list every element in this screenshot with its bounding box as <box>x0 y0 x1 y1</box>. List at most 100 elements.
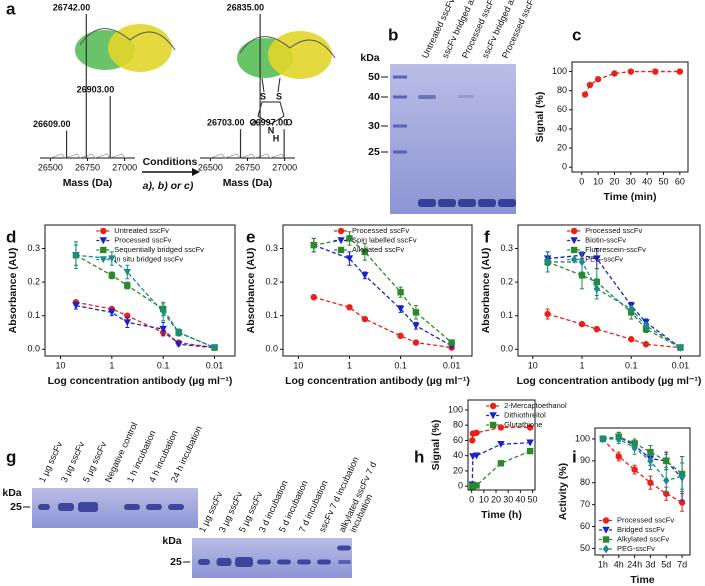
y-axis-label: Absorbance (AU) <box>480 248 492 334</box>
marker <box>602 536 610 543</box>
marker <box>361 248 369 256</box>
gel-unit: kDa <box>360 52 379 64</box>
legend-label: Dithiothreitol <box>504 410 546 419</box>
y-tick-label: 50 <box>580 543 590 553</box>
marker <box>124 282 131 289</box>
marker-label: 25 <box>170 556 182 568</box>
y-tick-label: 100 <box>448 404 463 414</box>
marker <box>602 544 610 554</box>
marker <box>599 434 607 444</box>
legend-label: PEG-sscFv <box>617 544 655 553</box>
noise <box>209 153 286 159</box>
x-tick-label: 10 <box>528 360 538 370</box>
marker-label: 40 <box>368 91 380 103</box>
series-line <box>75 304 215 349</box>
panel-label: c <box>572 25 581 44</box>
series-line <box>75 254 215 349</box>
x-axis-label: Time <box>630 574 654 586</box>
marker <box>469 437 476 444</box>
marker <box>99 237 107 245</box>
band <box>124 504 140 510</box>
band <box>168 504 184 510</box>
y-tick-label: 0.1 <box>27 310 40 320</box>
plot-frame <box>467 399 536 491</box>
x-tick-label: 4h <box>614 559 624 569</box>
series-line <box>602 436 683 479</box>
series-line <box>313 244 452 347</box>
y-tick-label: 0.0 <box>265 344 278 354</box>
marker <box>473 429 480 436</box>
x-tick-label: 20 <box>491 494 501 504</box>
marker <box>642 341 650 348</box>
y-tick-label: 60 <box>580 521 590 531</box>
atom-label: O <box>285 117 292 127</box>
x-tick-label: 0 <box>579 176 584 186</box>
series-line <box>547 261 681 349</box>
series-line <box>602 436 683 475</box>
marker <box>123 319 131 327</box>
marker <box>100 246 107 254</box>
y-axis-label: Absorbance (AU) <box>7 248 19 334</box>
marker <box>602 517 610 524</box>
x-tick-label: 1 <box>347 360 352 370</box>
marker <box>544 310 551 318</box>
x-tick-label: 26750 <box>235 162 260 172</box>
gel-unit: kDa <box>2 487 21 499</box>
panel-label: f <box>484 227 490 246</box>
x-tick-label: 0.01 <box>443 360 461 370</box>
marker-label: 30 <box>368 120 380 132</box>
atom-label: S <box>260 91 266 101</box>
legend-label: Spin labelled sscFv <box>352 235 417 244</box>
x-tick-label: 0.01 <box>206 360 224 370</box>
y-tick-label: 80 <box>580 477 590 487</box>
marker <box>489 421 497 429</box>
marker <box>678 499 686 506</box>
y-tick-label: 0.2 <box>265 276 278 286</box>
x-tick-label: 40 <box>642 176 652 186</box>
series-line <box>602 438 683 504</box>
marker <box>631 443 638 452</box>
y-tick-label: 0.0 <box>500 344 513 354</box>
peak-label: 26703.00 <box>207 118 245 128</box>
y-axis-label: Absorbance (AU) <box>245 248 257 334</box>
panel-label: d <box>6 227 16 246</box>
marker <box>174 341 183 348</box>
marker <box>361 315 369 323</box>
band <box>198 559 210 565</box>
marker <box>310 294 317 301</box>
x-tick-label: 5d <box>661 559 671 569</box>
marker <box>647 479 654 486</box>
peak-label: 26835.00 <box>227 2 265 12</box>
plot-frame <box>517 224 701 357</box>
x-tick-label: 7d <box>677 559 687 569</box>
marker-label: 50 <box>368 71 380 83</box>
marker <box>581 91 589 98</box>
gel <box>390 64 516 214</box>
x-tick-label: 0.1 <box>157 360 170 370</box>
band <box>458 95 474 98</box>
x-tick-label: 24h <box>627 559 642 569</box>
series-line <box>602 438 683 482</box>
marker <box>676 68 684 75</box>
marker <box>570 237 578 245</box>
marker <box>99 256 107 264</box>
marker <box>663 490 670 497</box>
band <box>317 559 331 565</box>
noise <box>49 153 126 159</box>
series-line <box>75 301 215 349</box>
marker-label: 25 <box>10 501 22 513</box>
band <box>458 199 476 207</box>
x-tick-label: 26500 <box>38 162 63 172</box>
plot-frame <box>571 61 689 173</box>
protein-structure <box>75 24 336 125</box>
legend-label: Biotin-sscFv <box>585 235 626 244</box>
atom-label: S <box>276 91 282 101</box>
series-line <box>471 442 531 485</box>
conditions: a), b) or c) <box>143 180 194 192</box>
marker <box>345 255 354 263</box>
y-tick-label: 0.2 <box>500 276 513 286</box>
band <box>58 503 74 511</box>
ladder-band <box>393 95 407 99</box>
x-axis-label: Time (min) <box>604 191 657 203</box>
